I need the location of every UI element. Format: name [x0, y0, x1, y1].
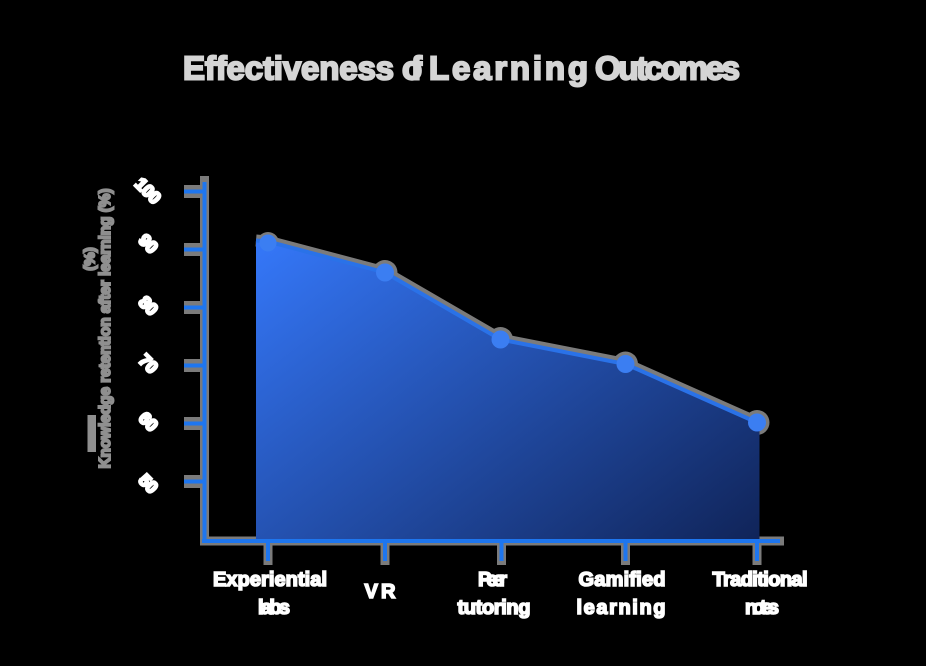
svg-text:60: 60	[135, 409, 162, 436]
svg-text:learning: learning	[577, 597, 666, 619]
svg-text:Peer: Peer	[478, 569, 507, 591]
svg-text:Effectiveness: Effectiveness	[183, 50, 394, 87]
svg-text:of: of	[402, 50, 423, 87]
svg-text:Gamified: Gamified	[579, 569, 666, 591]
svg-text:labs: labs	[258, 597, 290, 619]
svg-text:(%): (%)	[82, 247, 99, 270]
svg-text:VR: VR	[365, 581, 397, 603]
svg-text:Experiential: Experiential	[213, 569, 327, 591]
svg-text:Traditional: Traditional	[713, 569, 808, 591]
svg-text:Learning: Learning	[429, 50, 588, 87]
svg-text:70: 70	[135, 351, 162, 378]
svg-text:notes: notes	[745, 597, 779, 619]
svg-text:80: 80	[135, 293, 162, 320]
svg-text:Knowledge retention after lear: Knowledge retention after learning (%)	[97, 189, 114, 469]
svg-text:Outcomes: Outcomes	[595, 50, 740, 87]
svg-text:90: 90	[135, 231, 162, 258]
svg-text:100: 100	[131, 174, 164, 207]
svg-text:tutoring: tutoring	[458, 597, 531, 619]
svg-text:50: 50	[135, 471, 162, 498]
